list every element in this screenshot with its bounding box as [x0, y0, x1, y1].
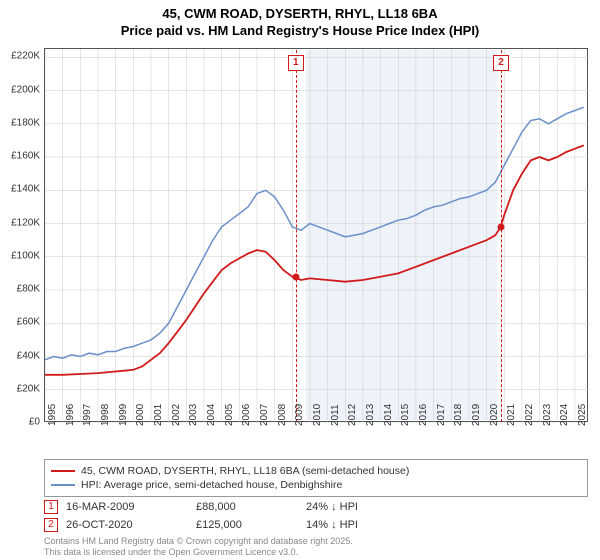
- x-tick-label: 1996: [65, 404, 76, 426]
- footer-line-2: This data is licensed under the Open Gov…: [44, 547, 353, 558]
- plot-region: 12: [44, 48, 588, 422]
- annotation-row: 1 16-MAR-2009 £88,000 24% ↓ HPI: [44, 498, 588, 516]
- x-tick-label: 1998: [100, 404, 111, 426]
- y-tick-label: £140K: [11, 184, 40, 195]
- footer-line-1: Contains HM Land Registry data © Crown c…: [44, 536, 353, 547]
- y-tick-label: £60K: [17, 317, 40, 328]
- x-tick-label: 2007: [259, 404, 270, 426]
- legend-swatch: [51, 470, 75, 472]
- x-tick-label: 2009: [294, 404, 305, 426]
- x-tick-label: 2008: [277, 404, 288, 426]
- annotation-date: 26-OCT-2020: [66, 519, 196, 531]
- y-tick-label: £180K: [11, 117, 40, 128]
- x-tick-label: 2013: [365, 404, 376, 426]
- x-tick-label: 2016: [418, 404, 429, 426]
- x-tick-label: 2001: [153, 404, 164, 426]
- x-tick-label: 2021: [506, 404, 517, 426]
- x-tick-label: 2014: [383, 404, 394, 426]
- x-tick-label: 1997: [82, 404, 93, 426]
- x-tick-label: 2020: [489, 404, 500, 426]
- annotation-delta: 14% ↓ HPI: [306, 519, 358, 531]
- x-tick-label: 1999: [118, 404, 129, 426]
- y-tick-label: £220K: [11, 51, 40, 62]
- footer: Contains HM Land Registry data © Crown c…: [44, 536, 353, 558]
- chart-area: 12 £0£20K£40K£60K£80K£100K£120K£140K£160…: [44, 48, 588, 422]
- y-tick-label: £40K: [17, 350, 40, 361]
- y-tick-label: £0: [29, 417, 40, 428]
- x-tick-label: 2012: [347, 404, 358, 426]
- x-tick-label: 2011: [330, 404, 341, 426]
- marker-dot: [292, 273, 299, 280]
- x-tick-label: 2015: [400, 404, 411, 426]
- x-tick-label: 2017: [436, 404, 447, 426]
- y-tick-label: £120K: [11, 217, 40, 228]
- annotation-delta: 24% ↓ HPI: [306, 501, 358, 513]
- annotations: 1 16-MAR-2009 £88,000 24% ↓ HPI 2 26-OCT…: [44, 498, 588, 534]
- x-tick-label: 2010: [312, 404, 323, 426]
- x-tick-label: 2005: [224, 404, 235, 426]
- series-svg: [45, 49, 589, 423]
- legend-item-price-paid: 45, CWM ROAD, DYSERTH, RHYL, LL18 6BA (s…: [51, 464, 581, 478]
- x-tick-label: 2022: [524, 404, 535, 426]
- legend-item-hpi: HPI: Average price, semi-detached house,…: [51, 478, 581, 492]
- chart-container: 45, CWM ROAD, DYSERTH, RHYL, LL18 6BA Pr…: [0, 0, 600, 560]
- annotation-price: £88,000: [196, 501, 306, 513]
- x-tick-label: 2023: [542, 404, 553, 426]
- y-tick-label: £200K: [11, 84, 40, 95]
- x-tick-label: 2019: [471, 404, 482, 426]
- x-tick-label: 2024: [559, 404, 570, 426]
- annotation-index: 1: [44, 500, 58, 514]
- x-tick-label: 2025: [577, 404, 588, 426]
- x-tick-label: 2018: [453, 404, 464, 426]
- x-tick-label: 2002: [171, 404, 182, 426]
- title-line-2: Price paid vs. HM Land Registry's House …: [0, 23, 600, 40]
- y-tick-label: £80K: [17, 284, 40, 295]
- annotation-date: 16-MAR-2009: [66, 501, 196, 513]
- x-tick-label: 2006: [241, 404, 252, 426]
- legend-label: HPI: Average price, semi-detached house,…: [81, 479, 342, 491]
- marker-box: 2: [493, 55, 509, 71]
- title-line-1: 45, CWM ROAD, DYSERTH, RHYL, LL18 6BA: [0, 6, 600, 23]
- marker-line: [501, 50, 502, 422]
- annotation-index: 2: [44, 518, 58, 532]
- y-tick-label: £160K: [11, 151, 40, 162]
- legend: 45, CWM ROAD, DYSERTH, RHYL, LL18 6BA (s…: [44, 459, 588, 497]
- x-tick-label: 1995: [47, 404, 58, 426]
- annotation-row: 2 26-OCT-2020 £125,000 14% ↓ HPI: [44, 516, 588, 534]
- marker-box: 1: [288, 55, 304, 71]
- title-block: 45, CWM ROAD, DYSERTH, RHYL, LL18 6BA Pr…: [0, 0, 600, 44]
- x-tick-label: 2000: [135, 404, 146, 426]
- marker-dot: [498, 223, 505, 230]
- y-tick-label: £20K: [17, 383, 40, 394]
- y-tick-label: £100K: [11, 250, 40, 261]
- marker-line: [296, 50, 297, 422]
- legend-label: 45, CWM ROAD, DYSERTH, RHYL, LL18 6BA (s…: [81, 465, 409, 477]
- legend-swatch: [51, 484, 75, 486]
- annotation-price: £125,000: [196, 519, 306, 531]
- x-tick-label: 2003: [188, 404, 199, 426]
- x-tick-label: 2004: [206, 404, 217, 426]
